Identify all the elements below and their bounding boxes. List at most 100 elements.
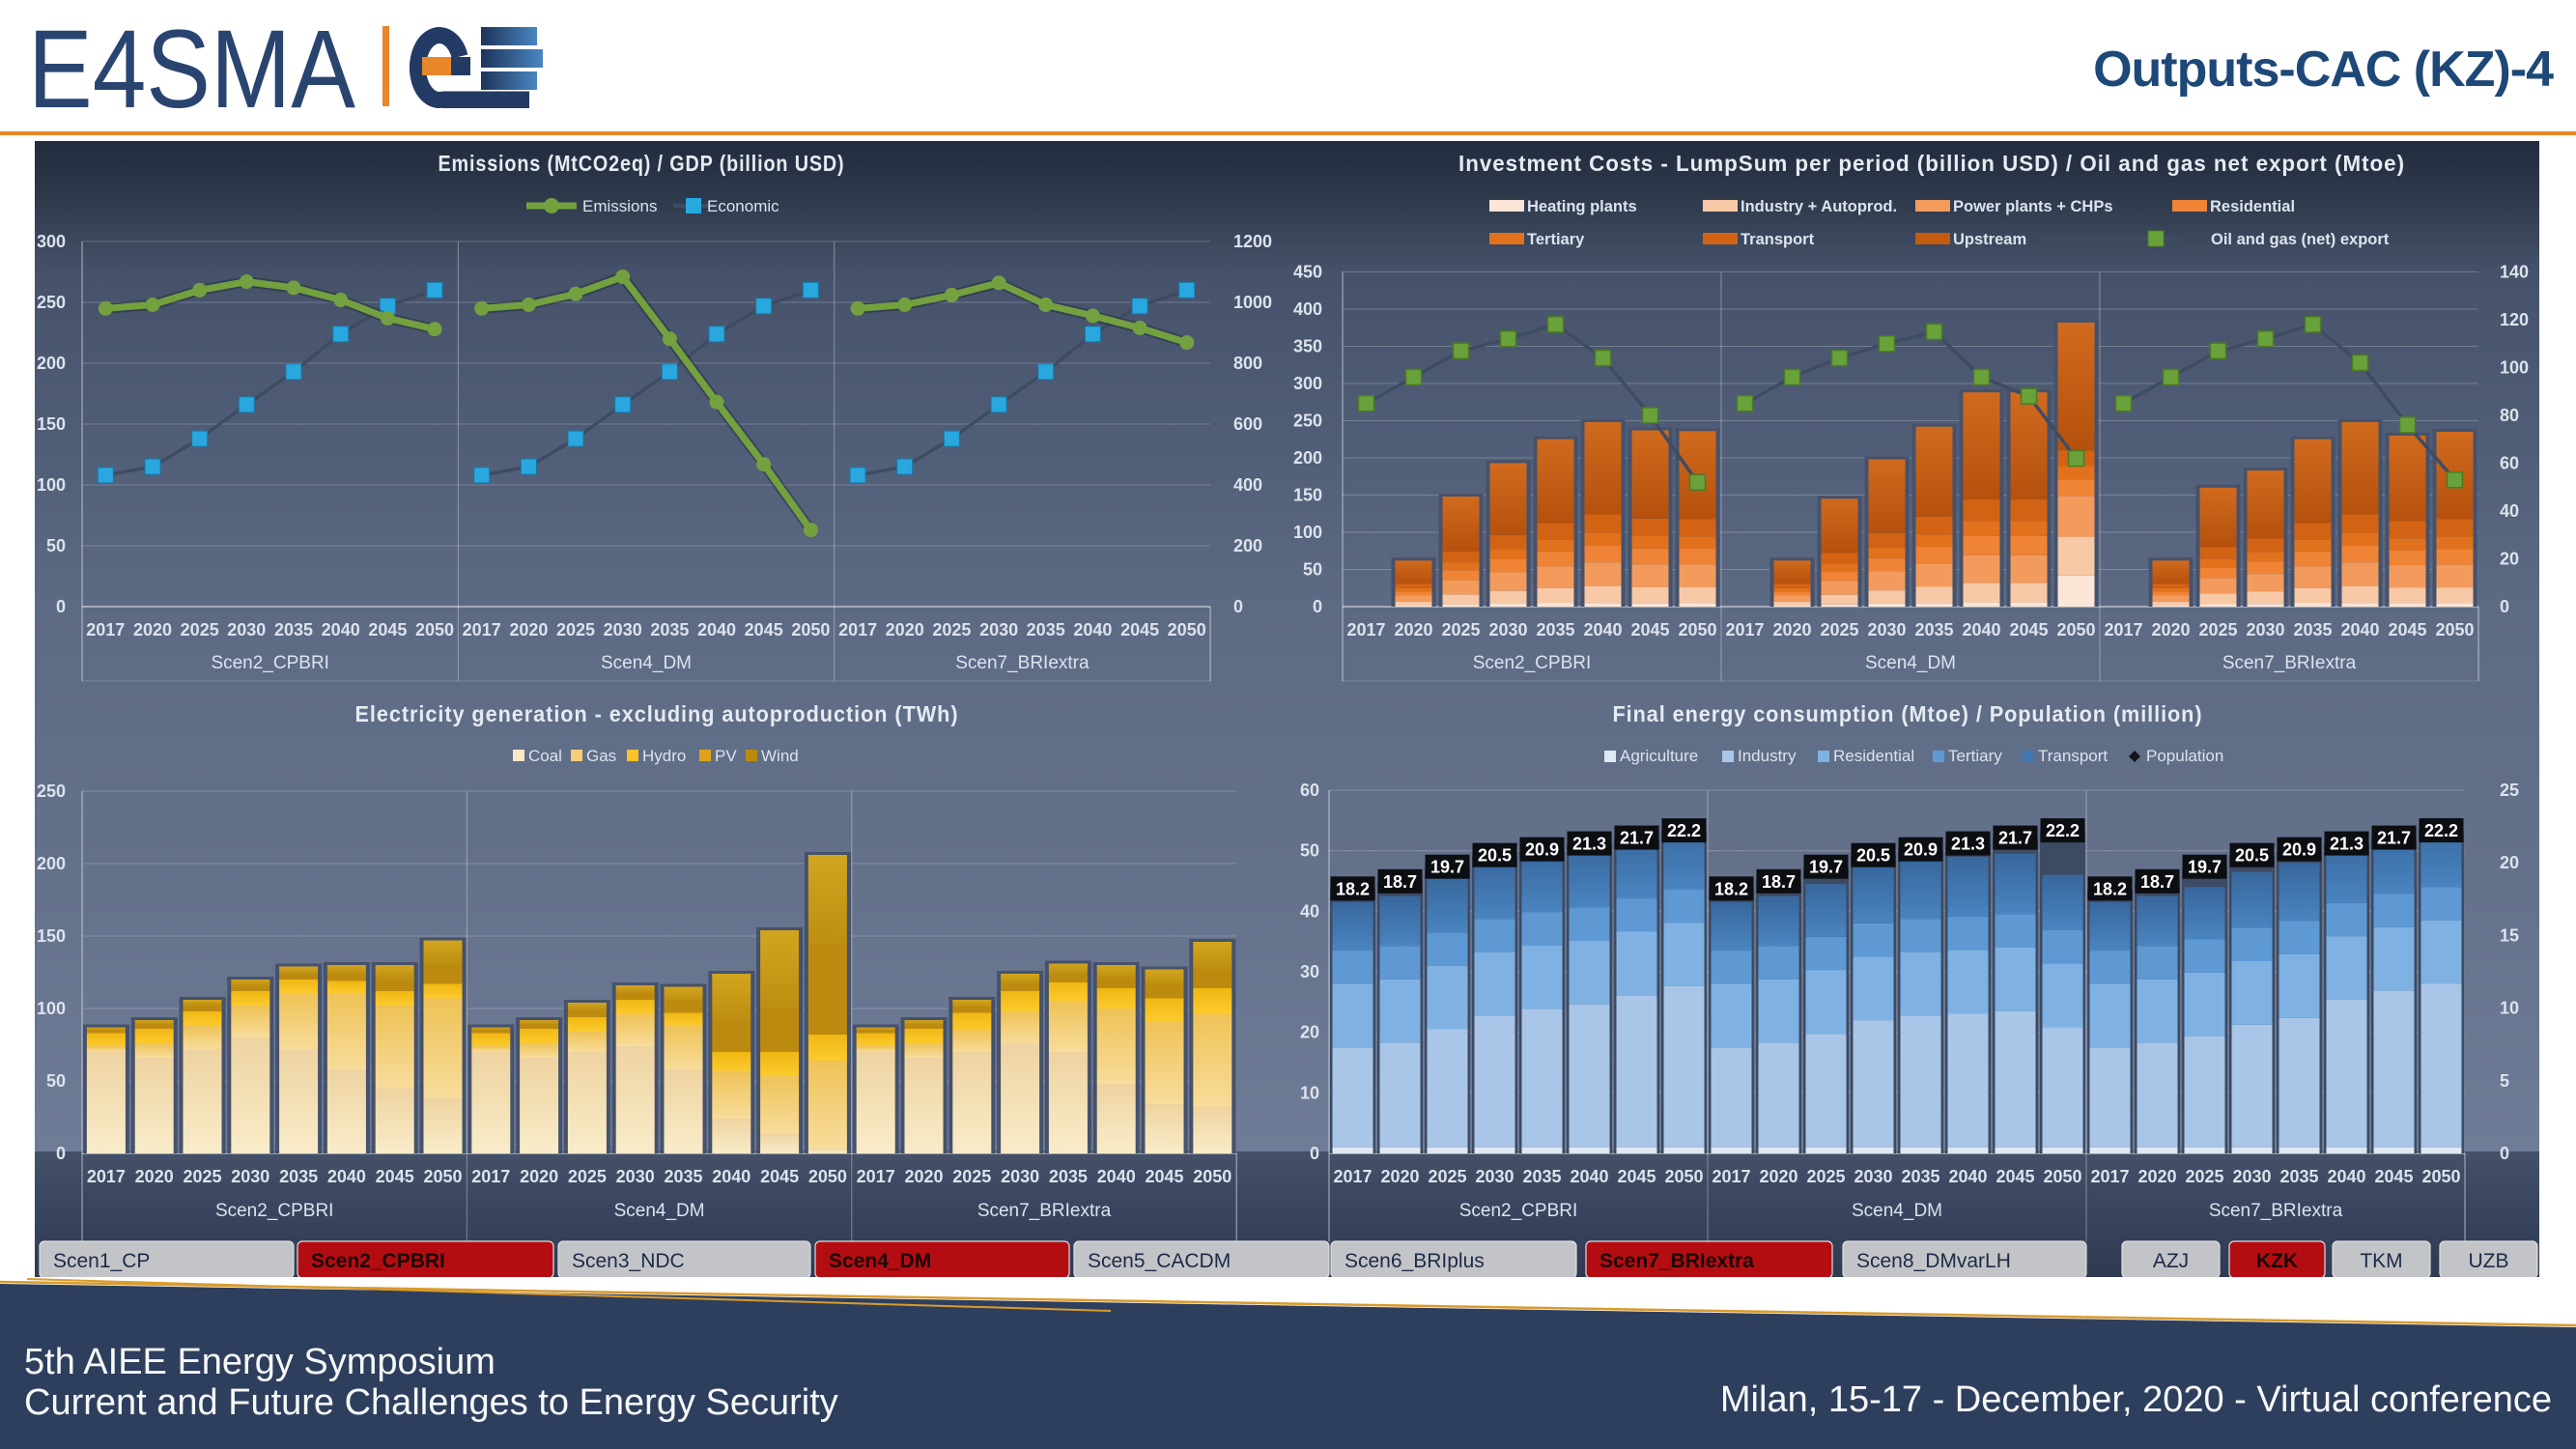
svg-text:300: 300 xyxy=(37,232,66,251)
svg-text:Electricity generation - excl: Electricity generation - excluding autop… xyxy=(355,701,959,726)
svg-text:20: 20 xyxy=(1300,1023,1319,1042)
svg-text:21.7: 21.7 xyxy=(1620,829,1654,848)
svg-text:18.2: 18.2 xyxy=(2093,879,2127,898)
svg-text:2035: 2035 xyxy=(2293,620,2332,639)
svg-text:30: 30 xyxy=(1300,962,1319,981)
svg-text:100: 100 xyxy=(37,475,66,495)
svg-text:50: 50 xyxy=(46,1071,66,1091)
svg-text:2025: 2025 xyxy=(1806,1167,1845,1186)
svg-text:Transport: Transport xyxy=(2038,747,2108,765)
svg-text:2030: 2030 xyxy=(1854,1167,1892,1186)
svg-text:2025: 2025 xyxy=(1820,620,1858,639)
svg-text:0: 0 xyxy=(56,1144,66,1163)
svg-text:2040: 2040 xyxy=(712,1167,750,1186)
svg-text:2050: 2050 xyxy=(415,620,454,639)
svg-text:2025: 2025 xyxy=(2185,1167,2223,1186)
svg-text:2020: 2020 xyxy=(2137,1167,2176,1186)
svg-text:Power plants + CHPs: Power plants + CHPs xyxy=(1953,198,2113,215)
svg-text:Tertiary: Tertiary xyxy=(1527,231,1585,248)
svg-text:Scen7_BRIextra: Scen7_BRIextra xyxy=(2209,1201,2343,1221)
svg-text:19.7: 19.7 xyxy=(2188,858,2222,877)
svg-text:200: 200 xyxy=(37,354,66,373)
svg-text:2025: 2025 xyxy=(1428,1167,1466,1186)
svg-text:250: 250 xyxy=(1293,412,1322,431)
svg-text:20: 20 xyxy=(2500,853,2519,872)
svg-text:2017: 2017 xyxy=(1333,1167,1372,1186)
svg-text:20.9: 20.9 xyxy=(1904,840,1938,860)
svg-text:100: 100 xyxy=(1293,523,1322,542)
svg-text:2040: 2040 xyxy=(1570,1167,1608,1186)
svg-text:2040: 2040 xyxy=(2327,1167,2365,1186)
svg-text:0: 0 xyxy=(1310,1144,1319,1163)
svg-text:Scen6_BRIplus: Scen6_BRIplus xyxy=(1345,1250,1485,1272)
svg-text:300: 300 xyxy=(1293,374,1322,393)
svg-text:2035: 2035 xyxy=(279,1167,318,1186)
svg-text:Hydro: Hydro xyxy=(642,747,686,765)
svg-text:2020: 2020 xyxy=(509,620,548,639)
svg-text:2040: 2040 xyxy=(697,620,736,639)
svg-text:2030: 2030 xyxy=(2232,1167,2271,1186)
svg-text:200: 200 xyxy=(1233,536,1262,555)
svg-text:2045: 2045 xyxy=(760,1167,799,1186)
svg-text:Scen8_DMvarLH: Scen8_DMvarLH xyxy=(1856,1250,2011,1272)
svg-text:1000: 1000 xyxy=(1233,293,1272,312)
svg-text:2025: 2025 xyxy=(1441,620,1480,639)
svg-text:2030: 2030 xyxy=(1488,620,1527,639)
svg-text:2035: 2035 xyxy=(1536,620,1574,639)
svg-text:Scen2_CPBRI: Scen2_CPBRI xyxy=(215,1201,334,1221)
svg-text:Scen4_DM: Scen4_DM xyxy=(601,653,692,673)
svg-text:2040: 2040 xyxy=(322,620,360,639)
svg-text:Residential: Residential xyxy=(1833,747,1914,765)
svg-text:150: 150 xyxy=(1293,486,1322,505)
svg-text:25: 25 xyxy=(2500,781,2519,800)
svg-text:2050: 2050 xyxy=(791,620,830,639)
svg-text:2040: 2040 xyxy=(1948,1167,1987,1186)
svg-text:0: 0 xyxy=(56,597,66,616)
svg-text:Industry: Industry xyxy=(1738,747,1797,765)
svg-text:Scen4_DM: Scen4_DM xyxy=(1852,1201,1942,1221)
svg-text:Scen7_BRIextra: Scen7_BRIextra xyxy=(2222,653,2357,673)
svg-text:0: 0 xyxy=(2500,597,2509,616)
svg-text:2017: 2017 xyxy=(1346,620,1385,639)
svg-text:40: 40 xyxy=(2500,501,2519,521)
svg-text:2040: 2040 xyxy=(1962,620,2000,639)
svg-text:Investment Costs - LumpSum per: Investment Costs - LumpSum per period (b… xyxy=(1458,151,2405,176)
svg-text:2045: 2045 xyxy=(1145,1167,1183,1186)
svg-text:AZJ: AZJ xyxy=(2153,1250,2189,1272)
svg-text:2045: 2045 xyxy=(1617,1167,1656,1186)
svg-text:18.2: 18.2 xyxy=(1336,879,1370,898)
svg-text:50: 50 xyxy=(46,536,66,555)
svg-text:18.2: 18.2 xyxy=(1714,879,1748,898)
svg-text:2050: 2050 xyxy=(2043,1167,2081,1186)
svg-text:2025: 2025 xyxy=(183,1167,221,1186)
svg-text:2030: 2030 xyxy=(2246,620,2284,639)
svg-text:150: 150 xyxy=(37,926,66,946)
svg-text:Scen2_CPBRI: Scen2_CPBRI xyxy=(211,653,329,673)
svg-text:20.9: 20.9 xyxy=(2282,840,2316,860)
svg-text:2025: 2025 xyxy=(932,620,971,639)
svg-text:2050: 2050 xyxy=(2435,620,2474,639)
svg-text:2020: 2020 xyxy=(1772,620,1811,639)
svg-text:2020: 2020 xyxy=(904,1167,943,1186)
svg-text:2040: 2040 xyxy=(1583,620,1622,639)
svg-text:150: 150 xyxy=(37,414,66,434)
svg-text:2040: 2040 xyxy=(327,1167,366,1186)
svg-text:Transport: Transport xyxy=(1741,231,1815,248)
svg-text:2030: 2030 xyxy=(616,1167,655,1186)
svg-text:Scen7_BRIextra: Scen7_BRIextra xyxy=(977,1201,1112,1221)
svg-text:2020: 2020 xyxy=(2151,620,2190,639)
svg-text:20: 20 xyxy=(2500,550,2519,569)
svg-text:19.7: 19.7 xyxy=(1430,858,1464,877)
svg-text:2025: 2025 xyxy=(952,1167,991,1186)
svg-text:5: 5 xyxy=(2500,1071,2509,1091)
svg-text:2030: 2030 xyxy=(979,620,1018,639)
svg-text:2045: 2045 xyxy=(745,620,783,639)
svg-text:2030: 2030 xyxy=(1475,1167,1514,1186)
svg-text:2040: 2040 xyxy=(1097,1167,1136,1186)
svg-text:21.7: 21.7 xyxy=(2377,829,2411,848)
svg-text:250: 250 xyxy=(37,781,66,801)
svg-text:2045: 2045 xyxy=(1120,620,1159,639)
svg-text:600: 600 xyxy=(1233,414,1262,434)
svg-text:2050: 2050 xyxy=(1193,1167,1231,1186)
svg-text:0: 0 xyxy=(1313,597,1322,616)
